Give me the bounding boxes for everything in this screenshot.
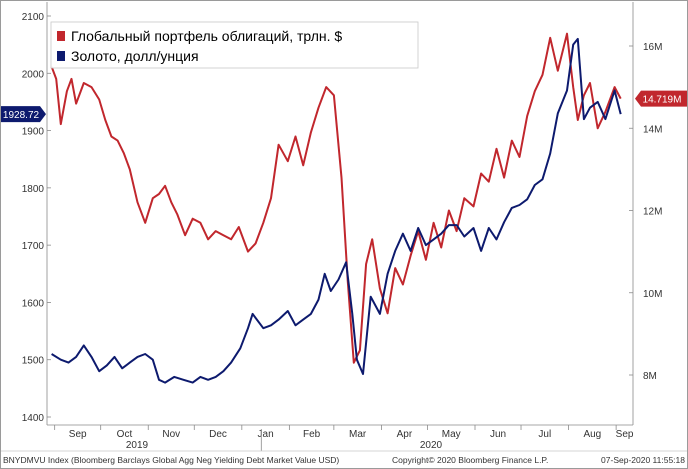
right-axis-ticks: 8M 10M 12M 14M 16M: [629, 42, 662, 382]
x-tick-label: Sep: [69, 429, 87, 440]
right-tick-label: 10M: [643, 289, 662, 300]
legend-swatch-gold: [57, 51, 65, 61]
x-tick-label: Aug: [583, 429, 601, 440]
year-label: 2019: [126, 440, 149, 451]
legend-swatch-bonds: [57, 31, 65, 41]
x-tick-label: Sep: [616, 429, 634, 440]
legend-box: [50, 21, 419, 69]
left-tick-label: 1500: [22, 356, 45, 367]
legend-label-bonds: Глобальный портфель облигаций, трлн. $: [71, 28, 342, 44]
left-tick-label: 1400: [22, 413, 45, 424]
left-tick-label: 2000: [22, 69, 45, 80]
x-tick-label: Jun: [490, 429, 506, 440]
x-tick-label: Dec: [209, 429, 227, 440]
right-tick-label: 8M: [643, 371, 657, 382]
series-line-gold: [51, 37, 622, 384]
x-tick-label: May: [442, 429, 461, 440]
x-tick-label: Oct: [117, 429, 133, 440]
bonds-last-value-label: 14.719M: [643, 95, 682, 106]
x-tick-label: Apr: [397, 429, 413, 440]
legend-label-gold: Золото, долл/унция: [71, 48, 199, 64]
x-axis-ticks: Sep Oct Nov Dec Jan Feb Mar Apr May Jun Jul Aug Sep 2…: [54, 425, 634, 451]
left-tick-label: 1900: [22, 127, 45, 138]
x-tick-label: Mar: [349, 429, 367, 440]
footer-timestamp: 07-Sep-2020 11:55:18: [601, 455, 685, 465]
bonds-last-value-tag: [635, 90, 687, 107]
left-tick-label: 1800: [22, 184, 45, 195]
x-tick-label: Jan: [258, 429, 274, 440]
x-tick-label: Nov: [162, 429, 180, 440]
left-axis-ticks: 1400 1500 1600 1700 1800 1900 2000 2100: [22, 12, 51, 424]
footer: BNYDMVU Index (Bloomberg Barclays Global…: [1, 450, 687, 465]
grid-lines: [46, 2, 634, 426]
series-line-bonds: [50, 32, 622, 364]
x-tick-label: Feb: [303, 429, 321, 440]
left-tick-label: 1700: [22, 241, 45, 252]
footer-index-description: BNYDMVU Index (Bloomberg Barclays Global…: [3, 455, 339, 465]
left-tick-label: 1600: [22, 298, 45, 309]
gold-last-value-tag: [1, 106, 46, 123]
series-lines: [50, 32, 622, 384]
right-tick-label: 16M: [643, 42, 662, 53]
x-tick-label: Jul: [538, 429, 551, 440]
left-tick-label: 2100: [22, 12, 45, 23]
right-tick-label: 12M: [643, 207, 662, 218]
footer-copyright: Copyright© 2020 Bloomberg Finance L.P.: [392, 455, 548, 465]
gold-last-value-label: 1928.72: [3, 110, 40, 121]
right-tick-label: 14M: [643, 124, 662, 135]
last-value-tags: 1928.72 14.719M: [1, 90, 687, 123]
year-label: 2020: [420, 440, 443, 451]
legend: Глобальный портфель облигаций, трлн. $ З…: [50, 21, 419, 69]
